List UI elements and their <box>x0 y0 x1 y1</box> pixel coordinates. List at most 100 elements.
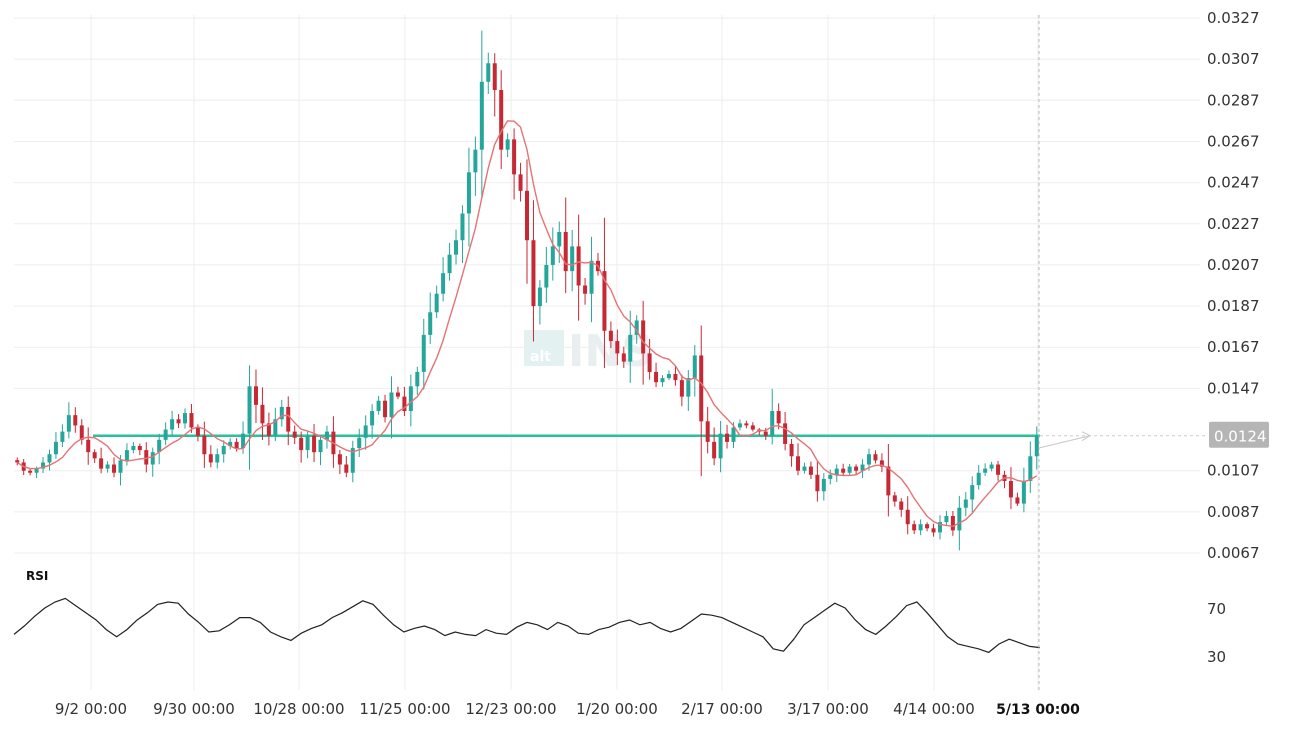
candle-body <box>247 386 252 434</box>
candle-body <box>505 139 510 150</box>
candle-body <box>744 423 749 426</box>
candle-body <box>454 240 459 255</box>
candle-body <box>647 353 652 372</box>
candle-body <box>157 439 162 453</box>
candle-body <box>389 392 394 418</box>
x-tick-label: 10/28 00:00 <box>253 700 344 718</box>
projection-line <box>1039 435 1091 449</box>
y-tick-label: 0.0067 <box>1207 544 1260 562</box>
candle-body <box>712 441 717 459</box>
candle-body <box>621 353 626 362</box>
candle-body <box>557 232 562 247</box>
candle-body <box>976 472 981 486</box>
x-tick-label: 11/25 00:00 <box>359 700 450 718</box>
candle-body <box>260 404 265 424</box>
watermark: alt INS <box>524 326 653 377</box>
candle-body <box>918 524 923 531</box>
y-tick-label: 0.0327 <box>1207 9 1260 27</box>
candle-body <box>221 446 226 455</box>
candle-body <box>1015 497 1020 504</box>
candle-body <box>34 468 39 473</box>
candle-body <box>854 466 859 471</box>
candle-body <box>486 63 491 82</box>
x-tick-label: 9/30 00:00 <box>153 700 235 718</box>
candle-body <box>441 273 446 294</box>
candle-body <box>170 419 175 430</box>
candle-body <box>957 507 962 531</box>
grid-layer <box>14 15 1200 690</box>
candle-body <box>499 90 504 150</box>
candle-body <box>395 392 400 397</box>
x-tick-label: 1/20 00:00 <box>576 700 658 718</box>
candle-body <box>234 441 239 449</box>
candle-body <box>731 427 736 442</box>
candle-body <box>124 450 129 461</box>
candle-body <box>879 460 884 467</box>
x-axis: 9/2 00:00 9/30 00:00 10/28 00:00 11/25 00:0… <box>55 700 1080 718</box>
candle-body <box>357 437 362 449</box>
y-tick-label: 0.0267 <box>1207 132 1260 150</box>
candle-body <box>873 454 878 461</box>
candle-body <box>60 431 65 442</box>
candle-body <box>544 264 549 288</box>
candle-body <box>750 425 755 430</box>
candle-body <box>770 411 775 436</box>
candle-body <box>53 441 58 455</box>
candle-body <box>182 413 188 424</box>
candle-body <box>1008 480 1013 498</box>
candle-body <box>112 464 117 473</box>
candle-body <box>466 172 471 214</box>
x-tick-label: 3/17 00:00 <box>787 700 869 718</box>
y-tick-label: 0.0207 <box>1207 256 1260 274</box>
watermark-small: alt <box>530 349 551 365</box>
rsi-title: RSI <box>26 569 48 583</box>
candle-body <box>312 435 317 453</box>
candle-body <box>983 468 988 473</box>
candle-body <box>1021 480 1026 504</box>
candle-body <box>996 464 1001 475</box>
candle-body <box>679 380 684 397</box>
candle-body <box>847 466 852 473</box>
candle-body <box>479 81 484 150</box>
price-tag-box <box>1209 421 1269 448</box>
candle-body <box>473 149 478 173</box>
price-tag-text: 0.0124 <box>1214 428 1267 446</box>
candle-body <box>324 431 329 440</box>
candle-body <box>699 355 704 422</box>
y-tick-label: 0.0147 <box>1207 379 1260 397</box>
candle-body <box>144 450 149 465</box>
candle-body <box>428 312 433 335</box>
y-tick-label: 0.0187 <box>1207 297 1260 315</box>
candle-body <box>41 462 46 469</box>
candle-body <box>931 528 936 533</box>
candle-body <box>963 499 968 508</box>
candle-body <box>512 139 517 175</box>
rsi-line <box>13 597 1041 654</box>
candle-body <box>228 441 233 446</box>
crosshair <box>1038 15 1206 690</box>
candle-body <box>176 419 181 424</box>
candle-body <box>666 373 671 379</box>
candle-body <box>92 452 97 459</box>
candle-body <box>912 524 917 531</box>
candle-body <box>253 386 258 405</box>
rsi-panel: RSI 70 30 <box>13 569 1226 666</box>
candle-body <box>789 443 794 457</box>
candle-body <box>86 439 91 453</box>
candle-body <box>383 400 388 418</box>
candle-body <box>763 431 768 436</box>
candle-body <box>841 468 846 473</box>
candle-body <box>821 478 826 492</box>
candle-body <box>905 509 910 525</box>
candle-body <box>524 190 530 241</box>
candle-body <box>215 454 220 463</box>
y-tick-label: 0.0247 <box>1207 174 1260 192</box>
candle-body <box>370 411 375 426</box>
candle-body <box>886 466 891 496</box>
candle-body <box>350 448 355 473</box>
candle-body <box>576 246 581 286</box>
candle-body <box>950 515 955 531</box>
candle-body <box>492 63 497 91</box>
candle-body <box>615 341 620 354</box>
